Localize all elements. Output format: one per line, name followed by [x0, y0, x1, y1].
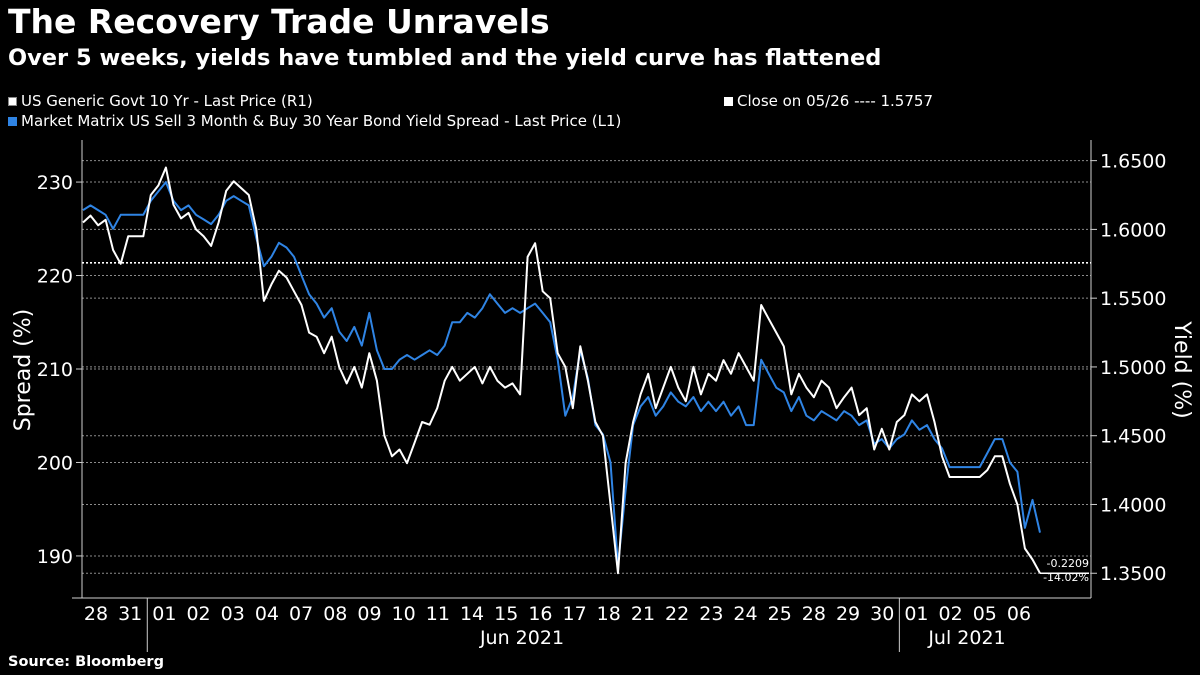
left-axis-label: Spread (%) [11, 309, 36, 432]
legend-close-label: Close on 05/26 ---- 1.5757 [737, 92, 933, 110]
x-group-label-jul: Jul 2021 [927, 627, 1005, 649]
x-tick-label: 05 [973, 603, 997, 625]
x-tick-label: 28 [84, 603, 108, 625]
y-ticks: 1.6500 1.6000 1.5500 1.5000 1.4500 1.4000 1.35… [37, 151, 1167, 586]
right-tick-label: 1.4000 [1100, 494, 1166, 516]
x-ticks: 28 31 01 02 03 04 07 08 09 10 11 14 15 16 17 18 21 22 23 24… [84, 598, 1031, 652]
x-tick-label: 31 [118, 603, 142, 625]
legend-close: Close on 05/26 ---- 1.5757 [724, 92, 933, 110]
legend-spread: Market Matrix US Sell 3 Month & Buy 30 Y… [8, 112, 621, 130]
x-tick-label: 14 [460, 603, 484, 625]
legend-yield-label: US Generic Govt 10 Yr - Last Price (R1) [21, 92, 313, 110]
right-tick-label: 1.5500 [1100, 288, 1166, 310]
legend-spread-label: Market Matrix US Sell 3 Month & Buy 30 Y… [21, 112, 622, 130]
spread-series-line [82, 181, 1041, 567]
chart-subtitle: Over 5 weeks, yields have tumbled and th… [8, 45, 882, 71]
chart-title: The Recovery Trade Unravels [8, 2, 550, 41]
x-tick-label: 11 [426, 603, 450, 625]
x-tick-label: 01 [904, 603, 928, 625]
x-tick-label: 01 [152, 603, 176, 625]
x-tick-label: 04 [255, 603, 279, 625]
left-tick-label: 190 [37, 546, 73, 568]
x-group-label-jun: Jun 2021 [479, 627, 564, 649]
x-tick-label: 29 [836, 603, 860, 625]
right-tick-label: 1.3500 [1100, 563, 1166, 585]
end-label-percent: -14.02% [1043, 571, 1089, 584]
source-note: Source: Bloomberg [8, 654, 164, 670]
x-tick-label: 16 [528, 603, 552, 625]
x-tick-label: 17 [562, 603, 586, 625]
right-tick-label: 1.5000 [1100, 357, 1166, 379]
yield-series-line [82, 166, 1041, 575]
spread-swatch-icon [8, 117, 17, 126]
yield-swatch-icon [8, 97, 17, 106]
x-tick-label: 10 [392, 603, 416, 625]
left-tick-label: 210 [37, 359, 73, 381]
legend-yield: US Generic Govt 10 Yr - Last Price (R1) [8, 92, 313, 110]
x-tick-label: 03 [221, 603, 245, 625]
grid [82, 160, 1091, 574]
x-tick-label: 28 [802, 603, 826, 625]
x-tick-label: 02 [186, 603, 210, 625]
x-tick-label: 18 [597, 603, 621, 625]
x-tick-label: 30 [870, 603, 894, 625]
close-swatch-icon [724, 97, 733, 106]
x-tick-label: 06 [1007, 603, 1031, 625]
x-tick-label: 02 [939, 603, 963, 625]
x-tick-label: 08 [323, 603, 347, 625]
x-tick-label: 09 [357, 603, 381, 625]
left-tick-label: 200 [37, 452, 73, 474]
end-label-change: -0.2209 [1047, 557, 1089, 570]
x-tick-label: 22 [665, 603, 689, 625]
right-tick-label: 1.4500 [1100, 426, 1166, 448]
x-tick-label: 15 [494, 603, 518, 625]
x-tick-label: 21 [631, 603, 655, 625]
x-tick-label: 23 [699, 603, 723, 625]
right-tick-label: 1.6000 [1100, 219, 1166, 241]
x-tick-label: 25 [768, 603, 792, 625]
x-tick-label: 24 [733, 603, 757, 625]
left-tick-label: 220 [37, 266, 73, 288]
x-tick-label: 07 [289, 603, 313, 625]
right-axis-label: Yield (%) [1169, 320, 1194, 418]
left-tick-label: 230 [37, 172, 73, 194]
right-tick-label: 1.6500 [1100, 151, 1166, 173]
